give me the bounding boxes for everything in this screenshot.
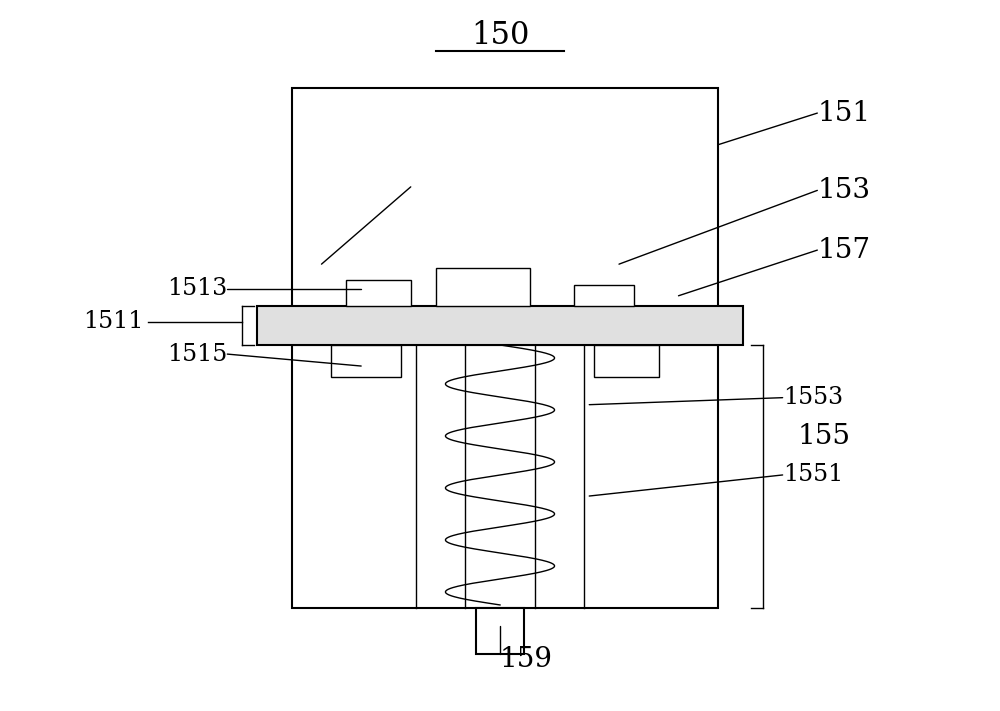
Text: 1511: 1511 — [83, 310, 143, 333]
Text: 159: 159 — [500, 646, 553, 673]
Bar — [292, 345, 718, 609]
Text: 1515: 1515 — [167, 343, 227, 365]
Text: 1551: 1551 — [783, 464, 843, 486]
Bar — [476, 609, 524, 654]
Text: 157: 157 — [817, 237, 870, 264]
Text: 1513: 1513 — [167, 277, 227, 300]
Text: 155: 155 — [798, 423, 851, 450]
Bar — [331, 345, 401, 377]
Bar — [257, 306, 743, 345]
Text: 1553: 1553 — [783, 386, 843, 409]
Bar — [594, 345, 659, 377]
Text: 151: 151 — [817, 100, 870, 127]
Bar — [346, 279, 411, 306]
Bar — [292, 88, 718, 310]
Text: 153: 153 — [817, 177, 870, 204]
Text: 150: 150 — [471, 21, 529, 51]
Bar — [436, 267, 530, 306]
Bar — [574, 285, 634, 306]
